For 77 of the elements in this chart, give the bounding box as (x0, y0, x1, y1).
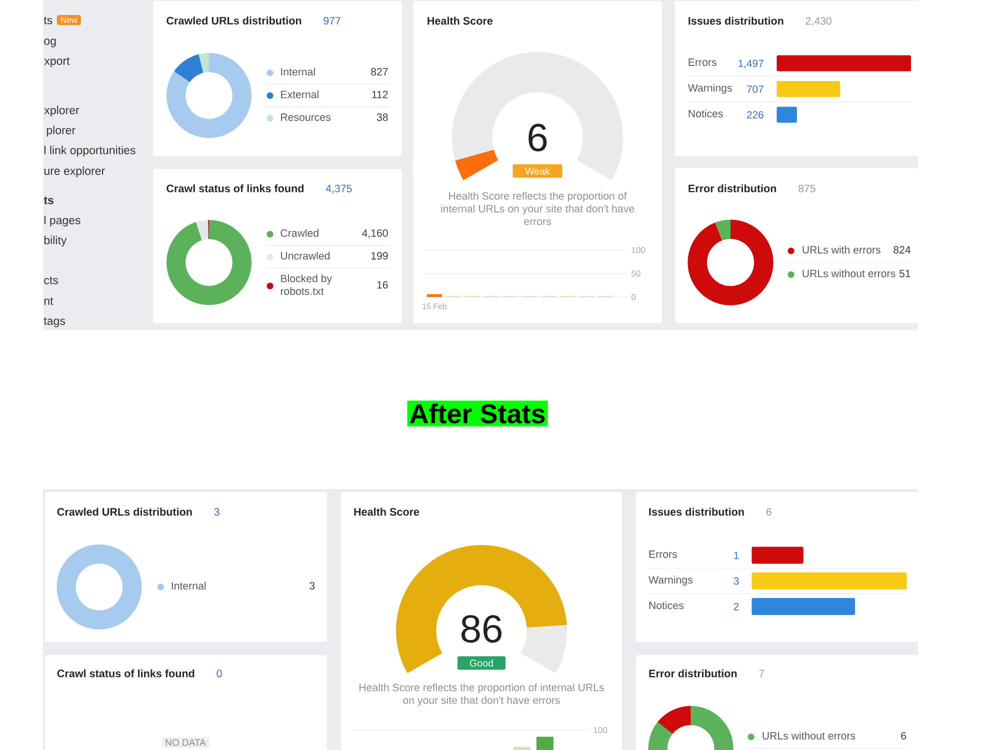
text: ts (44, 16, 52, 24)
data-label: 199 (371, 252, 388, 260)
text: New (61, 17, 78, 23)
text: plorer (46, 126, 76, 137)
chart-subtitle: 3 (214, 508, 220, 516)
data-label: 112 (372, 90, 388, 98)
chart-title: Issues distribution (649, 508, 744, 516)
data-label: 3 (734, 577, 739, 585)
text: og (44, 38, 56, 48)
chart-subtitle: 875 (798, 184, 816, 192)
legend-label: Crawled (280, 229, 318, 237)
chart-subtitle: 977 (324, 16, 340, 24)
text: ure explorer (44, 166, 105, 178)
y-tick-label: Errors (649, 550, 677, 558)
chart-subtitle: 6 (766, 508, 772, 516)
data-label: 2 (734, 602, 739, 610)
legend-label: URLs without errors (802, 269, 896, 278)
text: xplorer (44, 106, 80, 117)
y-tick-label: Warnings (648, 576, 693, 586)
legend-label: URLs without errors (762, 732, 856, 740)
text: 86 (462, 615, 502, 643)
legend-label: Uncrawled (281, 252, 330, 260)
chart-title: Health Score (354, 508, 420, 516)
legend-label: Internal (281, 68, 315, 76)
y-tick-label: Notices (688, 110, 723, 118)
text: Weak (525, 167, 550, 175)
legend-label: Internal (172, 582, 206, 590)
data-label: 51 (899, 270, 910, 278)
data-label: 827 (371, 68, 388, 76)
y-tick-label: Warnings (688, 84, 732, 94)
text: tags (44, 317, 66, 328)
chart-title: Error distribution (688, 184, 776, 192)
text: xport (44, 57, 70, 68)
legend-label: URLs with errors (802, 246, 880, 254)
data-label: 226 (746, 111, 764, 119)
chart-subtitle: 2,430 (806, 17, 832, 26)
text: cts (44, 276, 58, 284)
data-label: 3 (310, 582, 315, 590)
text: Health Score reflects the proportion of internal URLs on your site that don't have errors (441, 192, 634, 226)
data-label: 16 (377, 281, 388, 289)
chart-title: Health Score (428, 16, 493, 25)
text: ts (44, 196, 54, 204)
text: NO DATA (166, 739, 206, 746)
chart-subtitle: 7 (759, 670, 764, 678)
text: Health Score reflects the proportion of internal URLs on your site that don't have errors (360, 683, 604, 706)
chart-title: Error distribution (649, 669, 737, 678)
chart-title: Crawl status of links found (166, 184, 304, 192)
data-label: 824 (894, 246, 910, 254)
chart-title: Crawled URLs distribution (166, 16, 302, 24)
text: 6 (528, 124, 547, 152)
y-tick-label: Errors (688, 58, 716, 66)
chart-subtitle: 4,375 (326, 184, 352, 194)
legend-label: Blocked by robots.txt (280, 274, 332, 295)
y-tick-label: Notices (649, 601, 684, 610)
data-label: 6 (901, 732, 906, 740)
data-label: 707 (746, 85, 764, 93)
legend-label: External (281, 90, 318, 98)
data-label: 4,160 (362, 229, 388, 238)
text: l link opportunities (44, 146, 136, 157)
data-label: 1,497 (738, 60, 764, 68)
text: l pages (44, 216, 80, 227)
legend-label: Resources (281, 114, 330, 121)
y-tick-label: 0 (632, 294, 636, 300)
y-tick-label: 100 (594, 727, 608, 734)
text: bility (44, 236, 67, 247)
text: Crawl status of links found (57, 669, 194, 678)
chart-title: Crawled URLs distribution (57, 508, 192, 516)
text: nt (44, 297, 54, 305)
chart-title: Issues distribution (688, 16, 784, 25)
text: Good (470, 659, 493, 667)
text: 0 (216, 670, 222, 678)
data-label: 1 (734, 552, 739, 560)
x-tick-label: 15 Feb (422, 303, 447, 310)
text: After Stats (410, 404, 545, 424)
y-tick-label: 50 (632, 270, 640, 276)
data-label: 38 (376, 113, 388, 121)
y-tick-label: 100 (632, 246, 646, 253)
